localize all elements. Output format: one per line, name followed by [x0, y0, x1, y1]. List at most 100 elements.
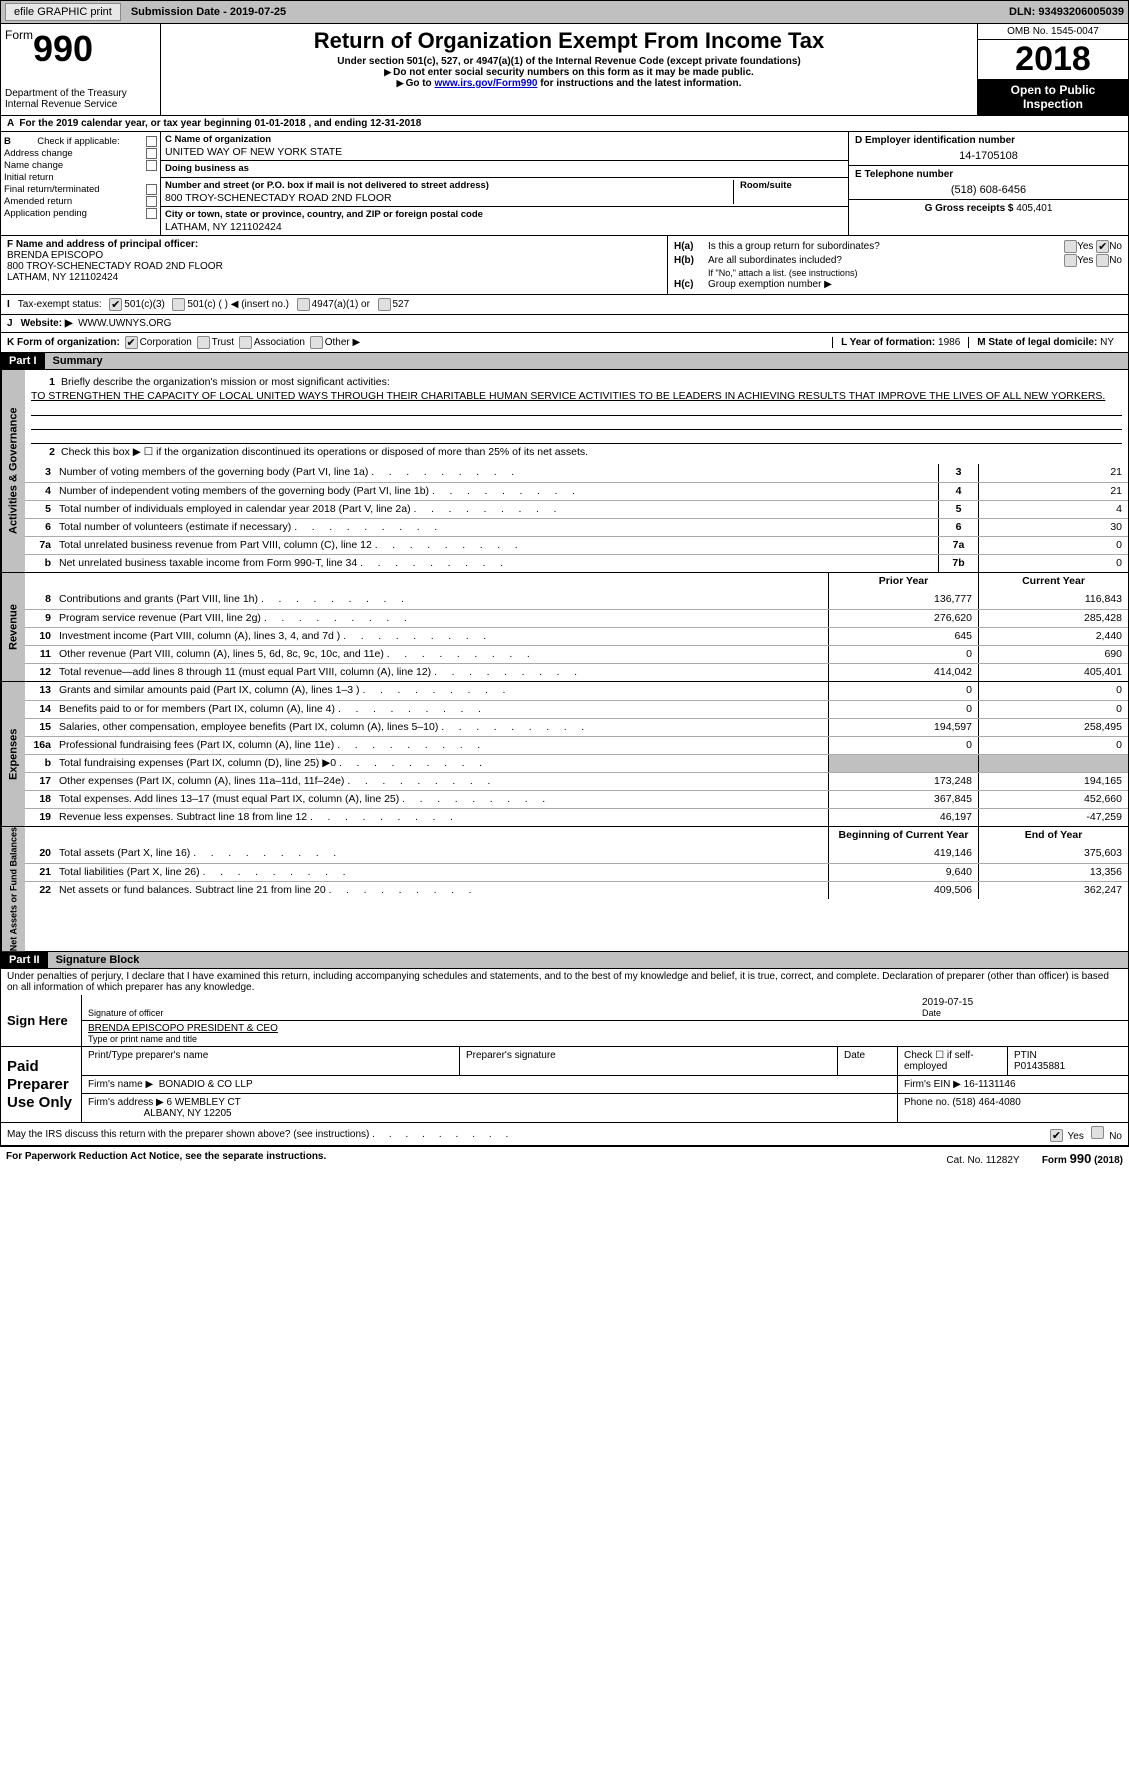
table-row: 17Other expenses (Part IX, column (A), l… [25, 772, 1128, 790]
chk-assoc[interactable] [239, 336, 252, 349]
chk-address: Address change [4, 148, 157, 159]
table-row: bTotal fundraising expenses (Part IX, co… [25, 754, 1128, 772]
netassets-section: Net Assets or Fund Balances Beginning of… [0, 827, 1129, 952]
col-de: D Employer identification number14-17051… [848, 132, 1128, 235]
gov-line: bNet unrelated business taxable income f… [25, 554, 1128, 572]
page-footer: For Paperwork Reduction Act Notice, see … [0, 1146, 1129, 1170]
form-subtitle: Under section 501(c), 527, or 4947(a)(1)… [167, 56, 971, 67]
hb-yes[interactable] [1064, 254, 1077, 267]
org-city: LATHAM, NY 121102424 [165, 221, 844, 233]
table-row: 13Grants and similar amounts paid (Part … [25, 682, 1128, 700]
officer-name: BRENDA EPISCOPO PRESIDENT & CEO [88, 1023, 1122, 1034]
org-street: 800 TROY-SCHENECTADY ROAD 2ND FLOOR [165, 192, 733, 204]
chk-501c3[interactable]: ✔ [109, 298, 122, 311]
ha-yes[interactable] [1064, 240, 1077, 253]
chk-final: Final return/terminated [4, 184, 157, 195]
table-row: 11Other revenue (Part VIII, column (A), … [25, 645, 1128, 663]
mission-text: TO STRENGTHEN THE CAPACITY OF LOCAL UNIT… [31, 390, 1122, 402]
row-a-period: A For the 2019 calendar year, or tax yea… [0, 116, 1129, 132]
revenue-section: Revenue Prior YearCurrent Year 8Contribu… [0, 573, 1129, 682]
vlabel-governance: Activities & Governance [1, 370, 25, 572]
blank-line-1 [31, 404, 1122, 416]
f-officer: F Name and address of principal officer:… [1, 236, 668, 294]
submission-date: Submission Date - 2019-07-25 [125, 6, 292, 18]
chk-4947[interactable] [297, 298, 310, 311]
gov-line: 7aTotal unrelated business revenue from … [25, 536, 1128, 554]
chk-applicable[interactable] [146, 136, 157, 147]
signature-block: Under penalties of perjury, I declare th… [0, 969, 1129, 1047]
blank-line-2 [31, 418, 1122, 430]
chk-amended: Amended return [4, 196, 157, 207]
chk-527[interactable] [378, 298, 391, 311]
row-j-website: JWebsite: ▶ WWW.UWNYS.ORG H(c) [0, 315, 1129, 333]
goto-post: for instructions and the latest informat… [537, 78, 741, 89]
row-i-taxstatus: ITax-exempt status: ✔ 501(c)(3) 501(c) (… [0, 295, 1129, 315]
paid-preparer-label: Paid Preparer Use Only [1, 1047, 81, 1122]
ssn-note: Do not enter social security numbers on … [167, 67, 971, 78]
sig-intro: Under penalties of perjury, I declare th… [1, 969, 1128, 995]
table-row: 15Salaries, other compensation, employee… [25, 718, 1128, 736]
gov-line: 4Number of independent voting members of… [25, 482, 1128, 500]
website-url: WWW.UWNYS.ORG [78, 318, 171, 329]
ein: 14-1705108 [855, 150, 1122, 162]
chk-pending: Application pending [4, 208, 157, 219]
discuss-no[interactable] [1091, 1126, 1104, 1139]
vlabel-netassets: Net Assets or Fund Balances [1, 827, 25, 951]
table-row: 12Total revenue—add lines 8 through 11 (… [25, 663, 1128, 681]
irs-link[interactable]: www.irs.gov/Form990 [434, 78, 537, 89]
org-name: UNITED WAY OF NEW YORK STATE [165, 146, 844, 158]
hb-no[interactable] [1096, 254, 1109, 267]
table-row: 20Total assets (Part X, line 16)419,1463… [25, 845, 1128, 863]
col-b-checkboxes: B Check if applicable: Address change Na… [1, 132, 161, 235]
sign-here-label: Sign Here [1, 995, 81, 1046]
activities-governance: Activities & Governance 1Briefly describ… [0, 370, 1129, 573]
tax-year: 2018 [978, 40, 1128, 79]
chk-initial: Initial return [4, 172, 157, 183]
paid-preparer-block: Paid Preparer Use Only Print/Type prepar… [0, 1047, 1129, 1123]
firm-ein: 16-1131146 [964, 1079, 1016, 1090]
public-inspection-badge: Open to Public Inspection [978, 79, 1128, 115]
expenses-section: Expenses 13Grants and similar amounts pa… [0, 682, 1129, 827]
ptin: P01435881 [1014, 1061, 1065, 1072]
dept-label: Department of the Treasury [5, 88, 156, 99]
part2-header: Part II Signature Block [0, 952, 1129, 969]
ha-no[interactable]: ✔ [1096, 240, 1109, 253]
form-header: Form990 Department of the Treasury Inter… [0, 24, 1129, 116]
vlabel-revenue: Revenue [1, 573, 25, 681]
form-number: 990 [33, 28, 93, 69]
discuss-yes[interactable]: ✔ [1050, 1129, 1063, 1142]
gross-receipts: 405,401 [1016, 203, 1052, 214]
table-row: 10Investment income (Part VIII, column (… [25, 627, 1128, 645]
goto-arrow [397, 78, 406, 89]
table-row: 22Net assets or fund balances. Subtract … [25, 881, 1128, 899]
gov-line: 5Total number of individuals employed in… [25, 500, 1128, 518]
irs-label: Internal Revenue Service [5, 99, 156, 110]
efile-badge: efile GRAPHIC print [5, 3, 121, 21]
goto-pre: Go to [406, 78, 435, 89]
table-row: 18Total expenses. Add lines 13–17 (must … [25, 790, 1128, 808]
gov-line: 3Number of voting members of the governi… [25, 464, 1128, 482]
chk-trust[interactable] [197, 336, 210, 349]
top-bar: efile GRAPHIC print Submission Date - 20… [0, 0, 1129, 24]
year-block: OMB No. 1545-0047 2018 Open to Public In… [978, 24, 1128, 115]
chk-other[interactable] [310, 336, 323, 349]
vlabel-expenses: Expenses [1, 682, 25, 826]
firm-phone: (518) 464-4080 [952, 1097, 1020, 1108]
form-title-block: Return of Organization Exempt From Incom… [161, 24, 978, 115]
table-row: 21Total liabilities (Part X, line 26)9,6… [25, 863, 1128, 881]
chk-corp[interactable]: ✔ [125, 336, 138, 349]
table-row: 16aProfessional fundraising fees (Part I… [25, 736, 1128, 754]
section-bcde: B Check if applicable: Address change Na… [0, 132, 1129, 236]
blank-line-3 [31, 432, 1122, 444]
chk-501c[interactable] [172, 298, 185, 311]
summary-q1: 1Briefly describe the organization's mis… [25, 370, 1128, 464]
form-word: Form [5, 28, 33, 42]
table-row: 14Benefits paid to or for members (Part … [25, 700, 1128, 718]
row-klm: K Form of organization: ✔ Corporation Tr… [0, 333, 1129, 353]
dln-label: DLN: 93493206005039 [1009, 6, 1124, 18]
part1-header: Part I Summary [0, 353, 1129, 370]
col-c-org: C Name of organizationUNITED WAY OF NEW … [161, 132, 848, 235]
form-id-block: Form990 Department of the Treasury Inter… [1, 24, 161, 115]
table-row: 9Program service revenue (Part VIII, lin… [25, 609, 1128, 627]
discuss-row: May the IRS discuss this return with the… [0, 1123, 1129, 1146]
